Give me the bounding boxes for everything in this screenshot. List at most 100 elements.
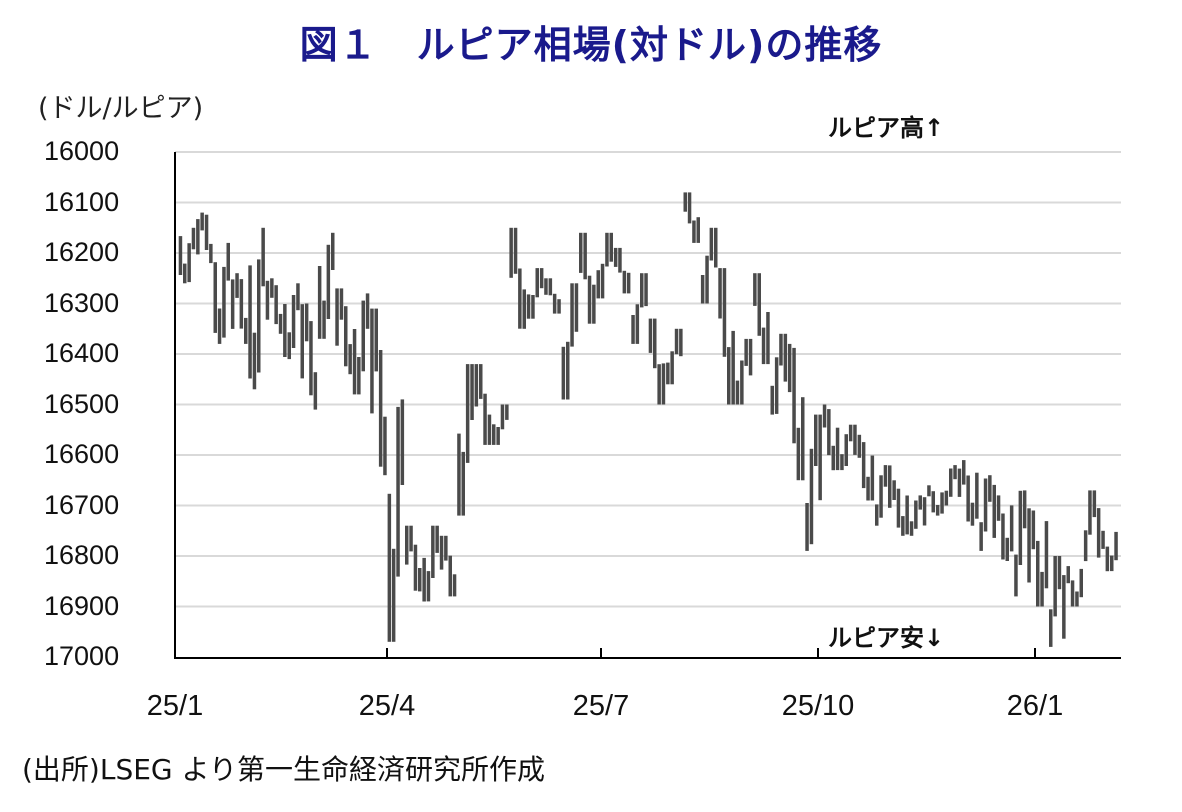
price-bar (744, 338, 748, 366)
price-bar (949, 468, 953, 497)
price-bar (753, 273, 757, 306)
price-bar (422, 557, 426, 602)
price-bar (331, 232, 335, 270)
price-bar (700, 275, 705, 304)
price-bar (748, 338, 753, 376)
price-bar (361, 300, 365, 372)
price-bar (735, 380, 740, 405)
price-bar (544, 278, 548, 295)
price-bar (609, 232, 613, 262)
price-bar (539, 268, 544, 289)
price-bar (409, 525, 413, 552)
price-bar (531, 295, 535, 319)
price-bar (831, 445, 835, 471)
price-bar (278, 313, 283, 334)
price-bar (183, 263, 187, 284)
axes (174, 152, 1121, 659)
y-tick-label: 16600 (44, 439, 120, 469)
price-bar (944, 490, 949, 506)
price-bar (191, 227, 196, 250)
price-bar (200, 212, 204, 231)
price-bar (474, 364, 479, 407)
price-bar (239, 279, 244, 329)
price-bar (1049, 609, 1053, 647)
price-bar (661, 363, 666, 405)
price-bar (374, 308, 378, 372)
price-bar (587, 275, 592, 324)
price-bar (1009, 505, 1014, 552)
price-bar (879, 475, 883, 518)
price-bar (1096, 508, 1101, 558)
price-bar (657, 364, 661, 405)
price-bar (640, 273, 644, 308)
price-bar (265, 280, 270, 320)
price-bar (513, 227, 518, 274)
price-bar (1001, 513, 1005, 560)
price-bar (983, 478, 988, 532)
price-bar (300, 304, 304, 379)
price-bar (487, 414, 492, 445)
price-bar (561, 346, 566, 400)
price-bar (1018, 490, 1023, 565)
price-bar (1031, 510, 1036, 550)
price-bar (722, 268, 727, 357)
price-bar (405, 525, 409, 565)
price-bar (178, 236, 183, 275)
y-tick-label: 16100 (44, 187, 120, 217)
price-bar (196, 219, 200, 255)
price-bar (992, 484, 996, 538)
price-bar (1036, 540, 1040, 607)
price-bar (244, 317, 248, 344)
price-bar (222, 266, 226, 338)
price-bar (1040, 571, 1044, 607)
price-bar (448, 555, 452, 597)
price-bar (761, 327, 766, 365)
price-bar (435, 525, 439, 553)
price-bar (552, 293, 557, 314)
price-bar (557, 299, 561, 314)
price-bar (509, 227, 513, 278)
rupiah-weak-annotation: ルピア安↓ (828, 624, 945, 652)
price-bar (888, 465, 892, 508)
price-bar (270, 278, 274, 298)
price-bar (883, 465, 888, 487)
price-bar (779, 333, 783, 366)
price-bar (213, 262, 217, 333)
x-tick-label: 26/1 (1006, 690, 1064, 722)
price-bar (470, 364, 474, 420)
price-bar (731, 330, 735, 405)
price-bar (1062, 575, 1066, 639)
price-bar (1114, 531, 1118, 561)
price-bar (875, 504, 879, 526)
price-bar (757, 273, 761, 336)
price-bar (714, 227, 718, 268)
source-note: (出所)LSEG より第一生命経済研究所作成 (22, 753, 545, 786)
y-tick-label: 16400 (44, 338, 120, 368)
price-bar (344, 306, 348, 367)
price-bar (1070, 580, 1075, 607)
price-bar (339, 288, 344, 320)
price-bar (892, 480, 896, 500)
price-bar (666, 362, 670, 385)
y-tick-label: 16200 (44, 237, 120, 267)
price-bar (896, 488, 901, 528)
x-tick-marks (174, 648, 1036, 658)
price-bar (970, 502, 975, 526)
price-bar (962, 460, 966, 485)
price-bar (709, 227, 714, 261)
x-tick-label: 25/10 (781, 690, 855, 722)
price-bar (822, 404, 827, 428)
price-bar (291, 295, 296, 348)
price-bar (461, 451, 465, 516)
price-range-bars (178, 192, 1118, 647)
price-bar (596, 270, 600, 299)
price-bar (396, 406, 400, 577)
price-bar (909, 521, 914, 536)
price-bar (605, 232, 609, 267)
price-bar (217, 308, 222, 344)
price-bar (1075, 591, 1079, 607)
price-bar (1044, 521, 1049, 589)
price-bar (522, 289, 526, 329)
price-bar (387, 493, 392, 642)
